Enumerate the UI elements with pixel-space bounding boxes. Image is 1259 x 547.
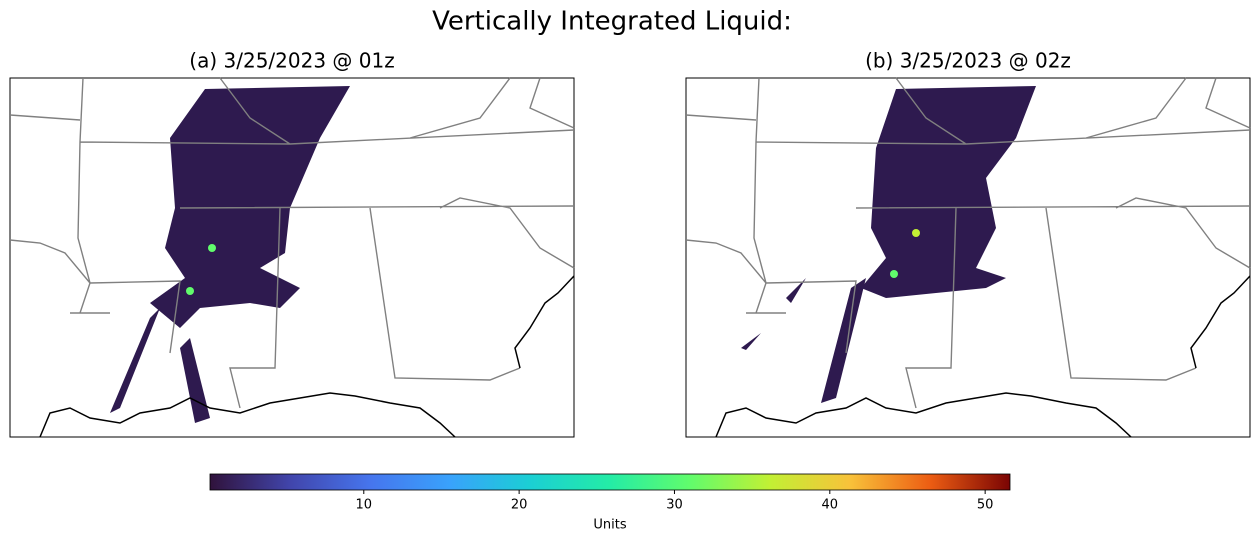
radar-core: [890, 270, 898, 278]
panel-title: (a) 3/25/2023 @ 01z: [189, 49, 394, 73]
radar-echo: [741, 278, 866, 403]
colorbar-tick-label: 10: [356, 498, 373, 513]
colorbar-label: Units: [593, 518, 626, 533]
radar-core: [186, 287, 194, 295]
radar-core: [208, 244, 216, 252]
panel-title: (b) 3/25/2023 @ 02z: [865, 49, 1071, 73]
colorbar-tick-label: 30: [666, 498, 683, 513]
radar-core: [912, 229, 920, 237]
colorbar-tick-label: 50: [977, 498, 994, 513]
colorbar-tick-label: 20: [511, 498, 528, 513]
map-panel: (a) 3/25/2023 @ 01z: [9, 49, 575, 438]
radar-echo: [110, 308, 210, 423]
figure-title: Vertically Integrated Liquid:: [432, 7, 792, 37]
colorbar-tick-label: 40: [822, 498, 839, 513]
map-panel: (b) 3/25/2023 @ 02z: [685, 49, 1251, 438]
colorbar: [209, 473, 1011, 491]
radar-echo: [861, 86, 1036, 298]
